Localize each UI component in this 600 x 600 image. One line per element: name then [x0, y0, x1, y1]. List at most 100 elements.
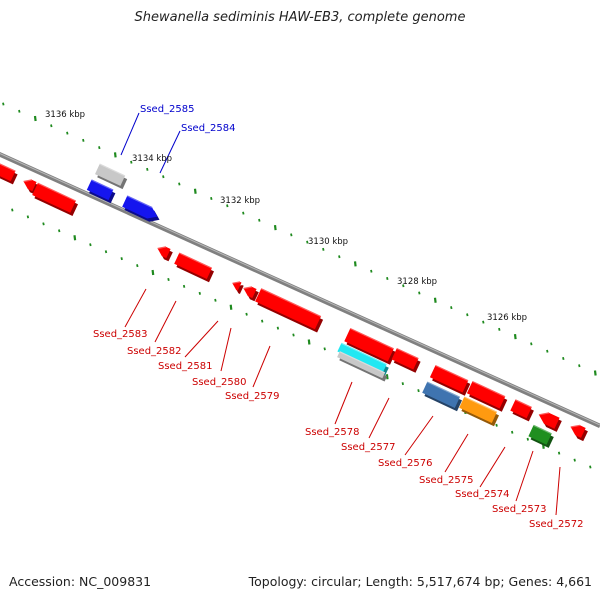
gene-feature-sed-2584-a	[86, 179, 116, 204]
tick-minor	[242, 211, 245, 215]
tick-minor	[511, 430, 514, 434]
scale-label: 3136 kbp	[45, 110, 85, 120]
tick-minor	[11, 208, 14, 212]
gene-features	[0, 163, 588, 448]
gene-label-bottom: Ssed_2576	[378, 458, 433, 469]
tick-minor	[226, 204, 229, 208]
tick-row-inner	[11, 208, 592, 469]
gene-label-bottom: Ssed_2574	[455, 489, 510, 500]
tick-minor	[210, 196, 213, 201]
gene-feature-sed-2577	[337, 351, 388, 382]
tick-row-outer	[2, 102, 597, 376]
text-labels: 3136 kbp 3134 kbp 3132 kbp 3130 kbp 3128 kbp…	[45, 104, 584, 530]
leader-line	[368, 397, 390, 439]
tick-minor	[466, 313, 469, 317]
leader-line	[555, 466, 561, 516]
tick-major	[513, 333, 517, 340]
tick-minor	[245, 312, 248, 316]
leader-line	[444, 433, 469, 473]
tick-minor	[498, 327, 501, 331]
leader-line	[515, 450, 534, 502]
gene-label-bottom: Ssed_2575	[419, 475, 474, 486]
gene-label-bottom: Ssed_2577	[341, 442, 396, 453]
gene-label-top: Ssed_2584	[181, 123, 236, 134]
tick-minor	[386, 276, 389, 281]
backbone-layer	[0, 152, 600, 429]
scale-label: 3128 kbp	[397, 277, 437, 287]
gene-feature	[32, 182, 78, 216]
gene-feature-sed-2573-b	[528, 424, 554, 448]
gene-label-bottom: Ssed_2578	[305, 427, 360, 438]
gene-feature-sed-2572	[570, 424, 588, 442]
tick-minor	[482, 320, 485, 324]
leader-line	[334, 381, 353, 425]
tick-minor	[198, 291, 201, 295]
tick-minor	[50, 124, 53, 128]
gene-feature-sed-2581	[232, 281, 244, 294]
leader-line	[220, 327, 232, 372]
leader-line	[184, 320, 219, 358]
scale-label: 3134 kbp	[132, 154, 172, 164]
tick-minor	[418, 291, 421, 295]
gene-feature-sed-2580	[243, 286, 259, 302]
tick-minor	[573, 458, 576, 462]
gene-feature-sed-2579	[255, 288, 324, 333]
tick-minor	[66, 131, 69, 135]
leader-line	[479, 446, 506, 488]
tick-major	[151, 269, 155, 276]
gene-feature-sed-2575	[459, 396, 499, 427]
tick-minor	[26, 215, 30, 219]
gene-label-bottom: Ssed_2579	[225, 391, 280, 402]
tick-minor	[42, 222, 45, 226]
gene-label-bottom: Ssed_2573	[492, 504, 547, 515]
tick-minor	[530, 342, 533, 346]
gene-label-bottom: Ssed_2583	[93, 329, 148, 340]
tick-major	[193, 188, 197, 194]
gene-feature	[429, 364, 471, 396]
tick-minor	[18, 109, 21, 113]
scale-label: 3126 kbp	[487, 313, 527, 323]
tick-minor	[182, 284, 186, 288]
tick-major	[273, 224, 277, 231]
tick-minor	[557, 451, 561, 455]
tick-minor	[178, 182, 181, 186]
tick-minor	[167, 277, 170, 282]
tick-major	[73, 235, 77, 241]
gene-label-bottom: Ssed_2582	[127, 346, 182, 357]
leader-line	[120, 112, 140, 156]
gene-feature-sed-2585	[95, 163, 128, 190]
gene-feature-sed-2573	[538, 412, 562, 432]
tick-minor	[402, 284, 405, 288]
scale-label: 3130 kbp	[308, 237, 348, 247]
tick-major	[433, 297, 437, 303]
leader-line	[252, 345, 271, 388]
tick-minor	[417, 389, 420, 393]
tick-minor	[450, 306, 453, 310]
tick-minor	[276, 326, 280, 330]
tick-minor	[290, 233, 293, 237]
genome-summary: Topology: circular; Length: 5,517,674 bp…	[248, 574, 592, 589]
tick-minor	[58, 229, 61, 233]
tick-minor	[130, 160, 133, 164]
scale-label: 3132 kbp	[220, 196, 260, 206]
tick-major	[33, 115, 37, 122]
gene-feature-left-edge	[0, 163, 18, 185]
tick-minor	[401, 382, 404, 386]
tick-minor	[323, 347, 326, 351]
tick-minor	[162, 175, 165, 179]
tick-minor	[338, 255, 341, 259]
tick-minor	[136, 264, 139, 268]
leader-line	[404, 415, 434, 456]
accession-label: Accession: NC_009831	[9, 574, 152, 589]
tick-minor	[562, 356, 565, 361]
tick-minor	[82, 138, 85, 142]
gene-label-bottom: Ssed_2581	[158, 361, 213, 372]
gene-feature-sed-2584	[122, 195, 160, 222]
genome-backbone	[0, 152, 600, 429]
tick-minor	[306, 240, 309, 244]
backbone-highlight	[0, 152, 600, 426]
gene-feature	[344, 327, 396, 365]
tick-minor	[526, 437, 529, 441]
tick-minor	[261, 319, 264, 323]
